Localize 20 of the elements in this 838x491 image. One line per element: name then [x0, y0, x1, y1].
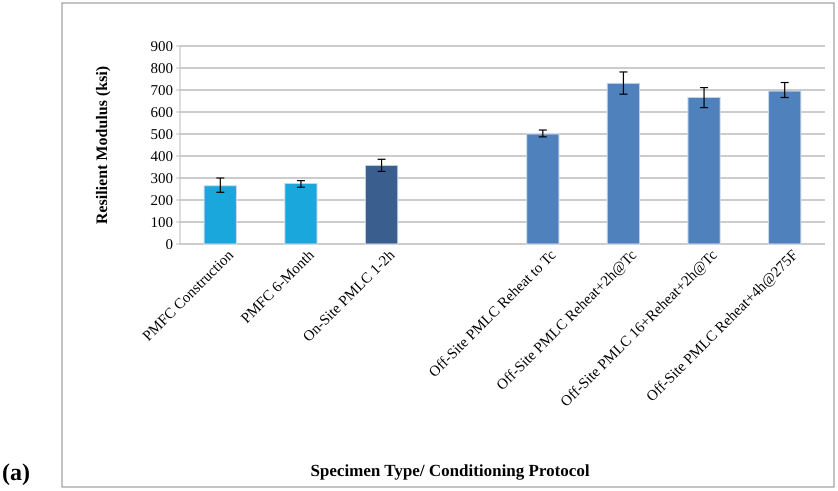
y-tick-label: 300: [150, 170, 173, 187]
bar: [768, 90, 802, 244]
y-tick-label: 200: [150, 192, 173, 209]
y-tick-label: 100: [150, 214, 173, 231]
text: (a): [2, 460, 30, 486]
bar: [687, 96, 721, 244]
y-tick-label: 500: [150, 126, 173, 143]
y-tick-label: 0: [166, 236, 173, 253]
bar: [606, 82, 640, 244]
bar: [204, 185, 237, 244]
y-tick-label: 400: [150, 148, 173, 165]
bar: [526, 134, 560, 244]
x-axis-title: Specimen Type/ Conditioning Protocol: [310, 461, 590, 480]
bar: [284, 183, 318, 244]
y-tick-label: 600: [150, 104, 173, 121]
y-tick-label: 900: [150, 38, 173, 55]
y-tick-label: 700: [150, 82, 173, 99]
y-tick-label: 800: [150, 60, 173, 77]
bar: [364, 164, 398, 244]
y-axis-title: Resilient Modulus (ksi): [94, 66, 111, 224]
